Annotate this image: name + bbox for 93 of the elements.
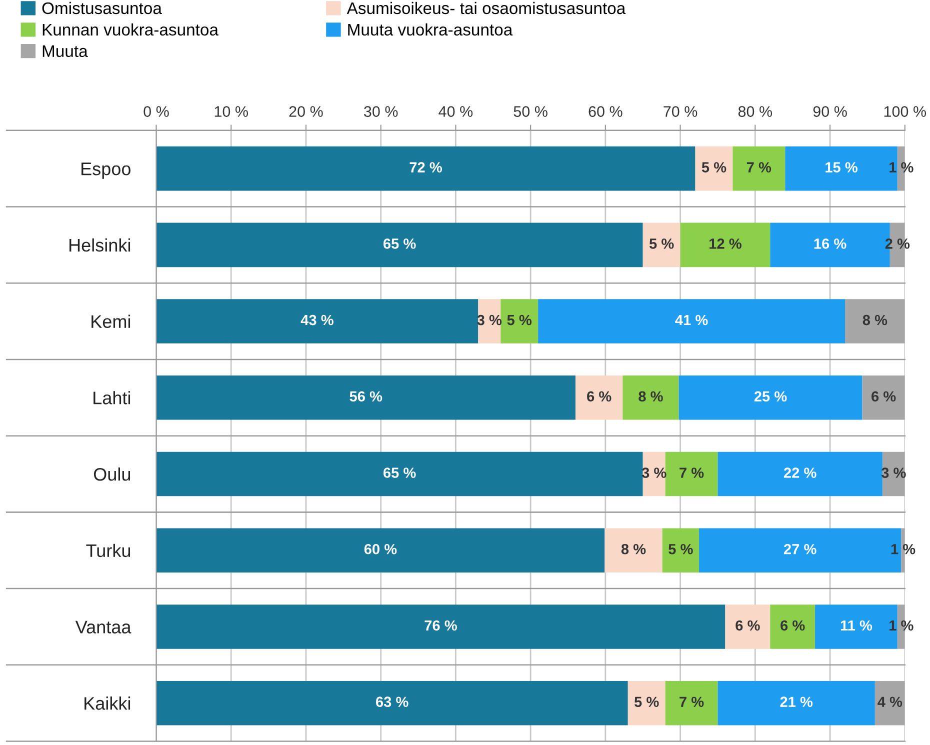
bar: [156, 604, 726, 649]
data-label: 12 %: [710, 238, 742, 249]
bar: [156, 528, 605, 573]
data-label: 27 %: [784, 544, 816, 554]
data-label: 72 %: [410, 162, 442, 172]
bar: [815, 604, 898, 649]
data-label: 5 %: [507, 314, 532, 326]
data-label: 6 %: [587, 391, 612, 402]
data-label: 8 %: [862, 314, 888, 326]
bar: [680, 222, 770, 268]
bar: [500, 299, 538, 344]
bar: [642, 222, 680, 268]
data-label: 5 %: [649, 238, 674, 249]
x-tick-label: 10 %: [214, 106, 248, 117]
bar: [604, 528, 662, 573]
y-tick-label: Kemi: [92, 314, 130, 328]
y-tick-label: Kaikki: [84, 696, 130, 710]
bar: [732, 146, 786, 191]
data-label: 56 %: [350, 391, 382, 402]
x-tick-label: 90 %: [813, 106, 847, 117]
data-label: 65 %: [383, 238, 416, 249]
bar: [665, 680, 718, 726]
legend-label: Asumisoikeus- tai osaomistusasuntoa: [346, 2, 626, 14]
data-label: 25 %: [754, 391, 787, 402]
y-tick-label: Vantaa: [75, 620, 132, 634]
bar: [785, 146, 898, 191]
y-tick-label: Espoo: [82, 162, 130, 179]
bar: [718, 680, 875, 726]
bar: [699, 528, 902, 573]
data-label: 76 %: [424, 620, 457, 631]
bar: [156, 376, 576, 420]
data-label: 8 %: [638, 391, 663, 402]
data-label: 63 %: [376, 696, 408, 708]
y-tick-label: Turku: [86, 544, 130, 558]
bar: [622, 376, 679, 420]
x-tick-label: 70 %: [664, 106, 698, 117]
bar: [718, 452, 882, 496]
bar: [662, 528, 700, 573]
data-label: 7 %: [746, 162, 772, 172]
bar: [156, 452, 643, 496]
bar: [725, 604, 770, 649]
data-label: 43 %: [300, 314, 334, 326]
data-label: 22 %: [784, 468, 816, 478]
data-label: 16 %: [814, 238, 846, 249]
bar: [695, 146, 733, 191]
data-label: 41 %: [675, 314, 708, 326]
y-tick-label: Lahti: [94, 391, 130, 404]
bar: [845, 299, 905, 344]
data-label: 5 %: [668, 544, 693, 554]
bar: [538, 299, 845, 344]
x-tick-label: 100 %: [884, 106, 926, 117]
data-label: 11 %: [840, 620, 872, 631]
x-tick-label: 50 %: [514, 106, 548, 117]
legend-label: Omistusasuntoa: [42, 2, 162, 14]
x-tick-label: 0 %: [144, 106, 169, 117]
data-label: 5 %: [702, 162, 726, 172]
bar: [665, 452, 718, 496]
data-label: 6 %: [780, 620, 805, 631]
data-label: 60 %: [364, 544, 397, 554]
bar: [156, 222, 643, 268]
data-label: 1 %: [891, 544, 916, 554]
bar: [862, 376, 905, 420]
bar: [575, 376, 623, 420]
bar: [156, 299, 478, 344]
legend-label: Muuta: [42, 45, 88, 58]
bar: [678, 376, 862, 420]
x-tick-label: 30 %: [364, 106, 398, 117]
y-tick-label: Oulu: [94, 467, 130, 481]
x-tick-label: 60 %: [588, 106, 622, 117]
bar: [156, 146, 696, 191]
data-label: 21 %: [780, 696, 813, 707]
bar: [874, 680, 905, 726]
data-label: 1 %: [890, 162, 914, 172]
data-label: 4 %: [878, 696, 902, 707]
bar: [901, 528, 905, 573]
data-label: 6 %: [736, 620, 760, 631]
legend-label: Muuta vuokra-asuntoa: [348, 23, 513, 36]
x-tick-label: 40 %: [438, 106, 473, 117]
data-label: 1 %: [890, 620, 914, 631]
data-label: 7 %: [680, 468, 704, 478]
y-tick-label: Helsinki: [70, 238, 130, 252]
bar: [156, 680, 628, 726]
x-tick-label: 80 %: [738, 106, 772, 117]
data-label: 7 %: [680, 696, 704, 707]
data-label: 8 %: [621, 544, 646, 554]
data-label: 5 %: [634, 696, 659, 708]
legend-label: Kunnan vuokra-asuntoa: [42, 23, 218, 36]
bar: [770, 604, 816, 649]
data-label: 6 %: [872, 391, 896, 402]
bar: [628, 680, 666, 726]
data-label: 15 %: [826, 162, 858, 172]
data-label: 65 %: [383, 468, 416, 478]
x-tick-label: 20 %: [289, 106, 323, 117]
